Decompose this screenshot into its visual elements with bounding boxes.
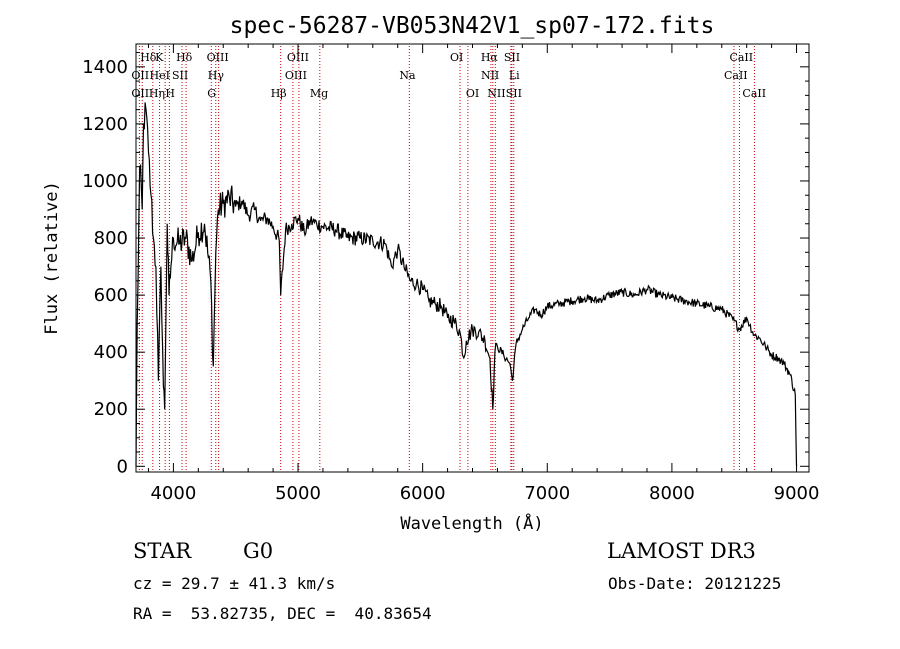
y-tick-label: 200 [94,399,128,420]
y-tick-label: 0 [117,456,128,477]
spectral-line-label: NII [487,87,505,100]
spectral-line-label: OIII [207,51,229,64]
coordinates-text: RA = 53.82735, DEC = 40.83654 [133,604,432,623]
x-axis-label: Wavelength (Å) [400,512,543,534]
chart-title: spec-56287-VB053N42V1_sp07-172.fits [230,13,715,39]
y-tick-label: 1200 [82,114,128,135]
y-tick-label: 400 [94,342,128,363]
spectral-line-label: OIII [285,69,307,82]
obs-date-text: Obs-Date: 20121225 [608,574,782,593]
x-tick-label: 5000 [275,483,321,504]
spectral-line-label: H [165,87,175,100]
spectral-line-label: Hδ [176,51,193,64]
y-tick-label: 1400 [82,57,128,78]
x-tick-label: 8000 [649,483,695,504]
redshift-text: cz = 29.7 ± 41.3 km/s [133,574,336,593]
spectral-line-label: OI [450,51,463,64]
x-tick-label: 4000 [150,483,196,504]
axis-ticks: 4000 5000 6000 7000 8000 9000 0 200 400 600 800 100… [82,44,819,504]
x-tick-label: 6000 [400,483,446,504]
spectral-line-label: CaII [729,51,753,64]
spectral-line-label: OIII [287,51,309,64]
plot-frame [135,43,810,473]
spectral-line-label: CaII [724,69,748,82]
spectral-line-label: Li [509,69,520,82]
spectral-line-label: Na [399,69,416,82]
spectral-line-label: OI [466,87,479,100]
spectral-line-label: K [155,51,164,64]
spectral-line-label: SII [172,69,188,82]
x-tick-label: 7000 [524,483,570,504]
y-tick-label: 800 [94,228,128,249]
survey-name: LAMOST DR3 [607,539,756,563]
spectral-line-label: Hγ [208,69,225,82]
spectral-line-label: OII [131,69,149,82]
spectral-line-label: HeI [150,69,170,82]
y-axis-label: Flux (relative) [42,181,62,335]
spectral-line-label: Hβ [271,87,287,100]
y-tick-label: 600 [94,285,128,306]
spectral-line-label: SII [506,87,522,100]
spectral-line-label: OII [131,87,149,100]
spectral-line-label: Hα [481,51,499,64]
spectral-line-markers [138,46,755,472]
object-class: STAR [133,539,192,563]
spectral-line-label: Mg [310,87,328,100]
x-tick-label: 9000 [774,483,820,504]
flux-series-line [135,102,798,467]
object-subclass: G0 [243,539,274,563]
spectral-line-label: Hη [149,87,165,100]
spectral-line-label: Hδ [140,51,157,64]
spectral-line-label: NII [481,69,499,82]
spectral-line-label: G [207,87,216,100]
y-tick-label: 1000 [82,171,128,192]
spectral-line-label: SII [504,51,520,64]
spectral-line-label: CaII [742,87,766,100]
